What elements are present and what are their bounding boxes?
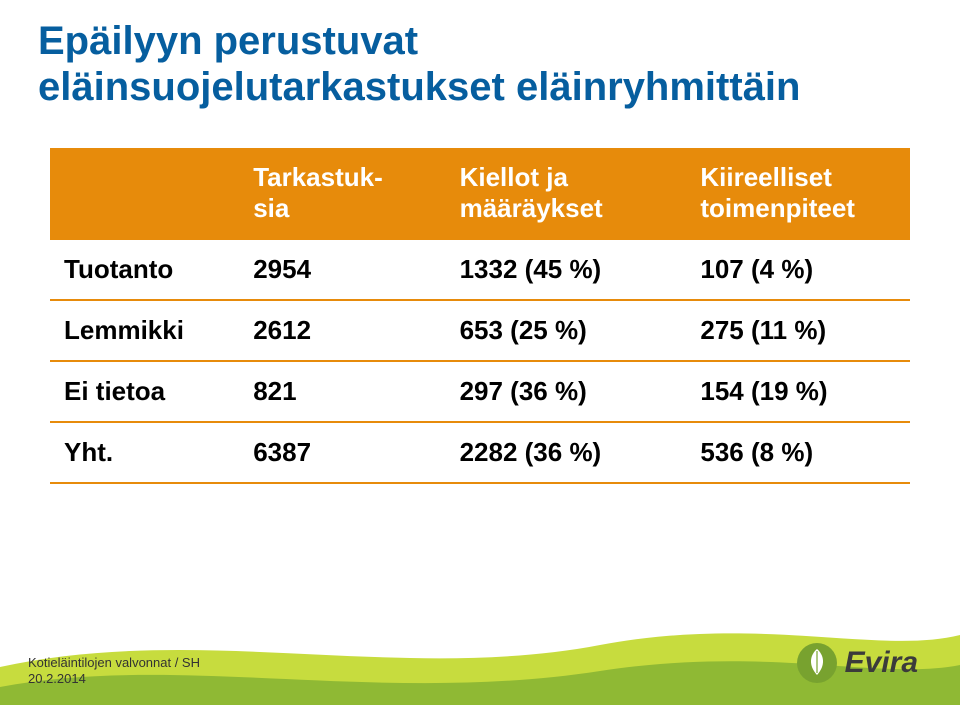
cell: 6387 — [239, 422, 445, 483]
slide: Epäilyyn perustuvat eläinsuojelutarkastu… — [0, 0, 960, 705]
table-row: Ei tietoa 821 297 (36 %) 154 (19 %) — [50, 361, 910, 422]
cell: 2954 — [239, 239, 445, 300]
cell: 536 (8 %) — [686, 422, 910, 483]
cell: 2282 (36 %) — [446, 422, 687, 483]
row-label: Ei tietoa — [50, 361, 239, 422]
footer-line-2: 20.2.2014 — [28, 671, 86, 686]
table-row: Tuotanto 2954 1332 (45 %) 107 (4 %) — [50, 239, 910, 300]
row-label: Lemmikki — [50, 300, 239, 361]
cell: 297 (36 %) — [446, 361, 687, 422]
title-line-2: eläinsuojelutarkastukset eläinryhmittäin — [38, 64, 922, 110]
col-header-kiireelliset: Kiireellisettoimenpiteet — [686, 148, 910, 239]
cell: 653 (25 %) — [446, 300, 687, 361]
col-header-tarkastuksia: Tarkastuk-sia — [239, 148, 445, 239]
cell: 275 (11 %) — [686, 300, 910, 361]
table-header-row: Tarkastuk-sia Kiellot jamääräykset Kiire… — [50, 148, 910, 239]
data-table-wrap: Tarkastuk-sia Kiellot jamääräykset Kiire… — [50, 148, 910, 484]
logo-text: Evira — [845, 646, 918, 680]
cell: 2612 — [239, 300, 445, 361]
cell: 821 — [239, 361, 445, 422]
footer-text: Kotieläintilojen valvonnat / SH 20.2.201… — [28, 655, 200, 688]
table-body: Tuotanto 2954 1332 (45 %) 107 (4 %) Lemm… — [50, 239, 910, 483]
row-label: Yht. — [50, 422, 239, 483]
cell: 107 (4 %) — [686, 239, 910, 300]
row-label: Tuotanto — [50, 239, 239, 300]
title-line-1: Epäilyyn perustuvat — [38, 18, 922, 64]
evira-logo: Evira — [797, 643, 918, 683]
cell: 154 (19 %) — [686, 361, 910, 422]
cell: 1332 (45 %) — [446, 239, 687, 300]
col-header-empty — [50, 148, 239, 239]
leaf-icon — [797, 643, 837, 683]
slide-title: Epäilyyn perustuvat eläinsuojelutarkastu… — [38, 18, 922, 110]
table-row: Yht. 6387 2282 (36 %) 536 (8 %) — [50, 422, 910, 483]
data-table: Tarkastuk-sia Kiellot jamääräykset Kiire… — [50, 148, 910, 484]
col-header-kiellot: Kiellot jamääräykset — [446, 148, 687, 239]
table-row: Lemmikki 2612 653 (25 %) 275 (11 %) — [50, 300, 910, 361]
footer-line-1: Kotieläintilojen valvonnat / SH — [28, 655, 200, 670]
